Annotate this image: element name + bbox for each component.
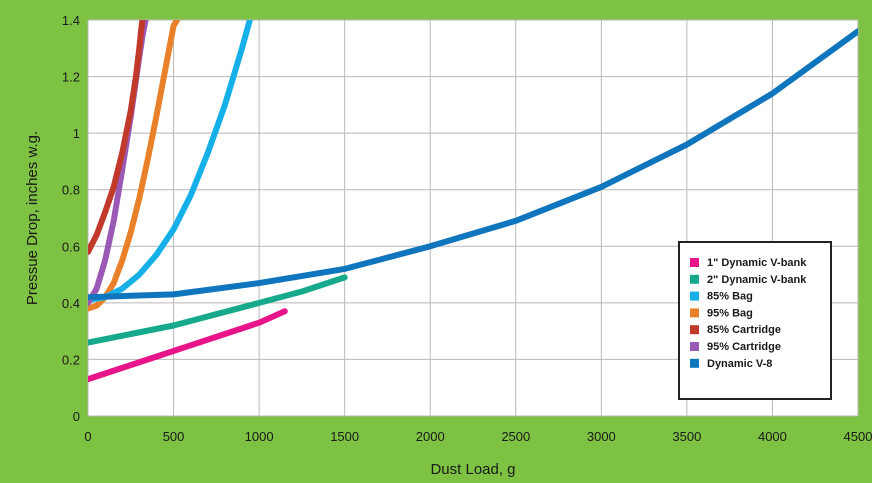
- y-axis-label: Pressue Drop, inches w.g.: [24, 131, 41, 305]
- legend-box: [678, 241, 832, 400]
- x-tick-label: 1000: [245, 429, 274, 444]
- legend-label: 85% Bag: [707, 291, 753, 303]
- x-tick-label: 1500: [330, 429, 359, 444]
- y-tick-label: 0.2: [62, 352, 80, 367]
- x-tick-label: 0: [84, 429, 91, 444]
- x-tick-label: 500: [163, 429, 185, 444]
- x-tick-label: 3000: [587, 429, 616, 444]
- y-tick-label: 1.2: [62, 70, 80, 85]
- x-tick-labels: 0 500 1000 1500 2000 2500 3000 3500 4000 4500: [84, 429, 872, 444]
- legend-swatch: [690, 325, 699, 335]
- legend-label: 2" Dynamic V-bank: [707, 274, 807, 286]
- x-axis-label: Dust Load, g: [430, 461, 515, 478]
- y-tick-labels: 0 0.2 0.4 0.6 0.8 1 1.2 1.4: [62, 13, 80, 424]
- legend-swatch: [690, 274, 699, 284]
- legend-swatch: [690, 291, 699, 301]
- series-line-4: [88, 20, 146, 255]
- legend: 1" Dynamic V-bank 2" Dynamic V-bank 85% Ba…: [678, 241, 832, 400]
- y-tick-label: 0.6: [62, 239, 80, 254]
- legend-label: Dynamic V-8: [707, 358, 772, 370]
- y-tick-label: 1.4: [62, 13, 80, 28]
- legend-items: 1" Dynamic V-bank 2" Dynamic V-bank 85% Ba…: [690, 257, 807, 370]
- legend-label: 1" Dynamic V-bank: [707, 257, 807, 269]
- legend-label: 85% Cartridge: [707, 324, 781, 336]
- y-tick-label: 1: [73, 126, 80, 141]
- x-tick-label: 2000: [416, 429, 445, 444]
- series-line-0: [88, 308, 288, 383]
- x-tick-label: 4500: [844, 429, 872, 444]
- legend-swatch: [690, 308, 699, 318]
- y-tick-label: 0.8: [62, 183, 80, 198]
- x-tick-label: 4000: [758, 429, 787, 444]
- y-tick-label: 0: [73, 409, 80, 424]
- y-tick-label: 0.4: [62, 296, 80, 311]
- legend-swatch: [690, 258, 699, 267]
- series-layer: [88, 20, 858, 383]
- x-tick-label: 3500: [672, 429, 701, 444]
- series-line-2: [88, 20, 253, 303]
- legend-label: 95% Bag: [707, 307, 753, 319]
- series-line-1: [88, 274, 348, 346]
- x-tick-label: 2500: [501, 429, 530, 444]
- legend-swatch: [690, 358, 699, 368]
- legend-swatch: [690, 342, 699, 351]
- series-line-6: [88, 28, 858, 301]
- legend-label: 95% Cartridge: [707, 341, 781, 353]
